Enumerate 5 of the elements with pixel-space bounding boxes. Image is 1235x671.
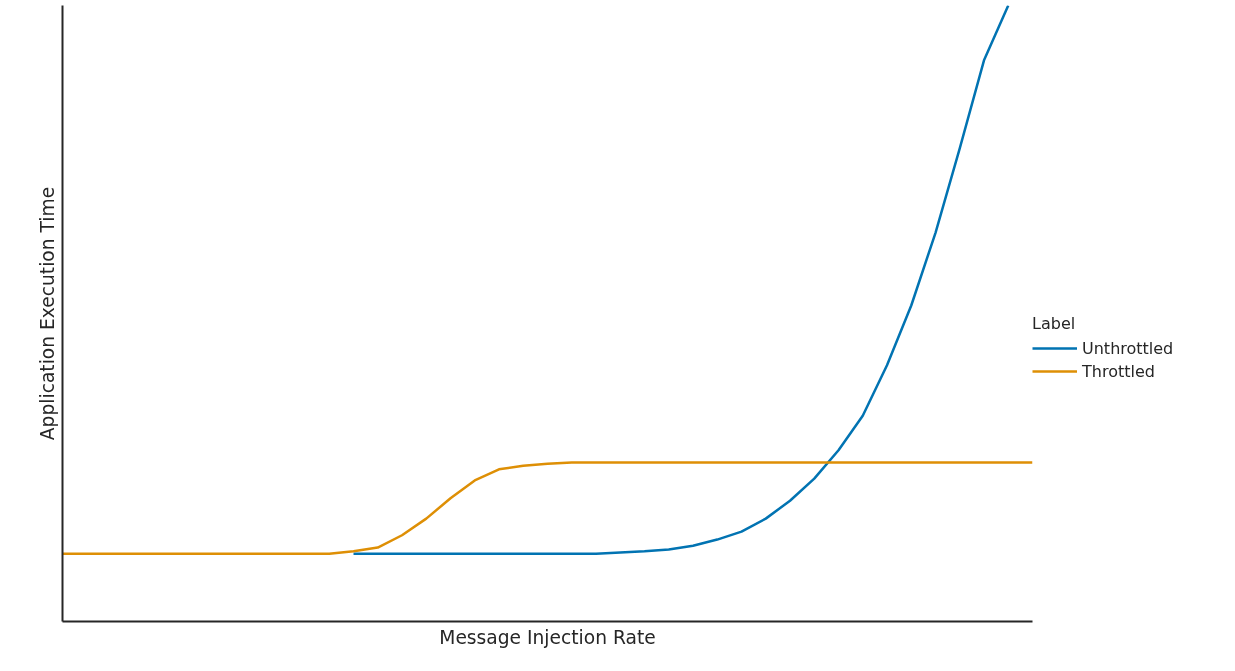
legend-label: Throttled	[1082, 361, 1155, 381]
y-axis-title: Application Execution Time	[36, 186, 58, 441]
legend-label: Unthrottled	[1082, 338, 1174, 358]
x-axis-title: Message Injection Rate	[439, 626, 656, 648]
legend-title: Label	[1032, 314, 1077, 333]
